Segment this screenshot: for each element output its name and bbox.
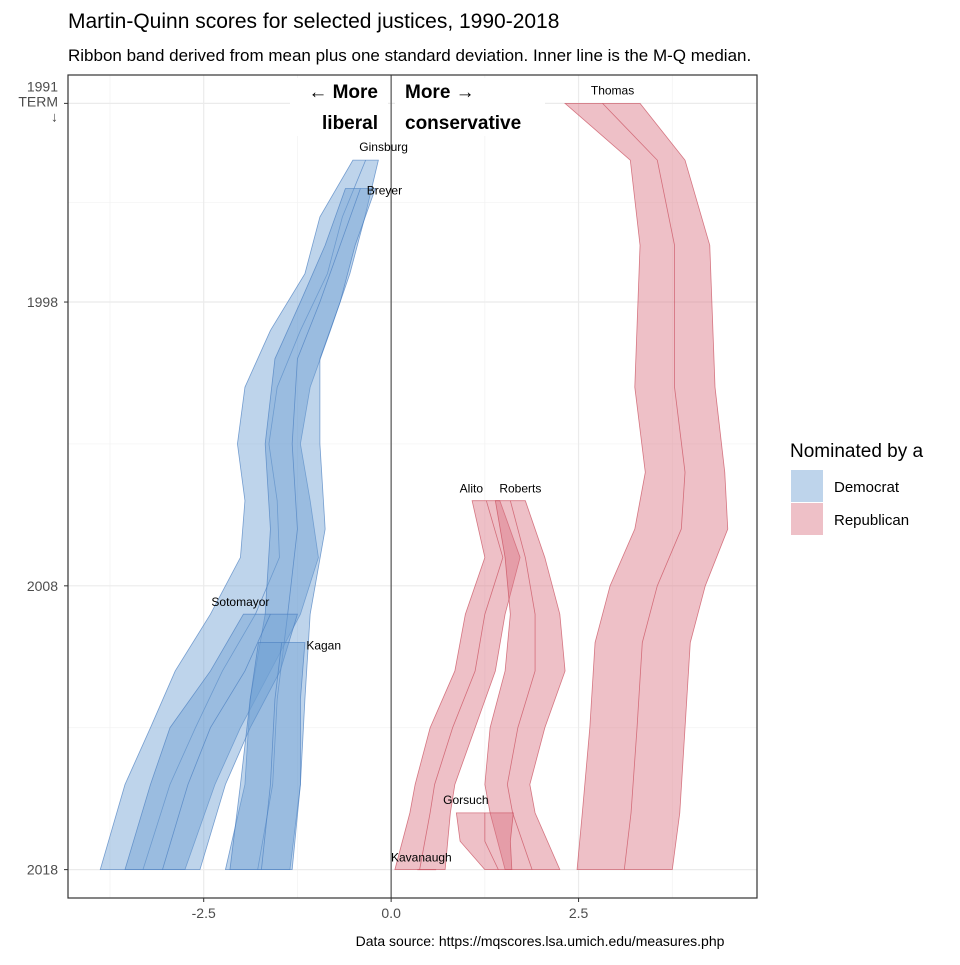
y-tick-label: 1991 TERM ↓ [18,78,58,124]
chart-subtitle: Ribbon band derived from mean plus one s… [68,46,751,65]
legend-key [791,503,823,535]
annotation: conservative [405,113,521,134]
median-line [162,614,271,870]
ribbon [99,159,379,871]
series-label: Ginsburg [359,140,408,154]
annotation: ← More [308,82,378,103]
x-tick-label: 0.0 [381,905,401,921]
series-label: Roberts [499,482,541,496]
ribbon [224,188,376,871]
chart-title: Martin-Quinn scores for selected justice… [68,10,559,33]
series-label: Kavanaugh [391,851,452,865]
ribbon [124,613,298,871]
annotation: liberal [322,113,378,134]
median-line [261,642,283,870]
legend-label: Republican [834,512,909,529]
median-line [257,188,361,870]
x-tick-label: -2.5 [192,905,216,921]
series-label: Alito [460,482,484,496]
series-label: Kagan [306,639,341,653]
ribbon [229,642,306,871]
y-tick-label: 1998 [27,294,58,310]
plot-background [68,75,757,898]
ribbon [394,500,521,871]
y-tick-label: 2008 [27,578,58,594]
x-tick-label: 2.5 [569,905,589,921]
annotation-bg [290,78,388,136]
legend-label: Democrat [834,479,900,496]
plot-border [67,74,758,899]
ribbon [564,102,729,871]
legend-key [791,470,823,502]
y-tick-label: 2018 [27,862,58,878]
series-label: Gorsuch [443,793,488,807]
caption: Data source: https://mqscores.lsa.umich.… [356,933,725,949]
annotation-bg [395,78,545,136]
series-label: Sotomayor [211,595,269,609]
series-label: Breyer [367,184,402,198]
legend-title: Nominated by a [790,441,924,462]
median-line [484,812,499,870]
median-line [506,500,536,870]
median-line [602,103,686,870]
series-label: Thomas [591,83,634,97]
annotation: More → [405,82,475,103]
median-line [419,500,504,870]
median-line [142,159,367,870]
